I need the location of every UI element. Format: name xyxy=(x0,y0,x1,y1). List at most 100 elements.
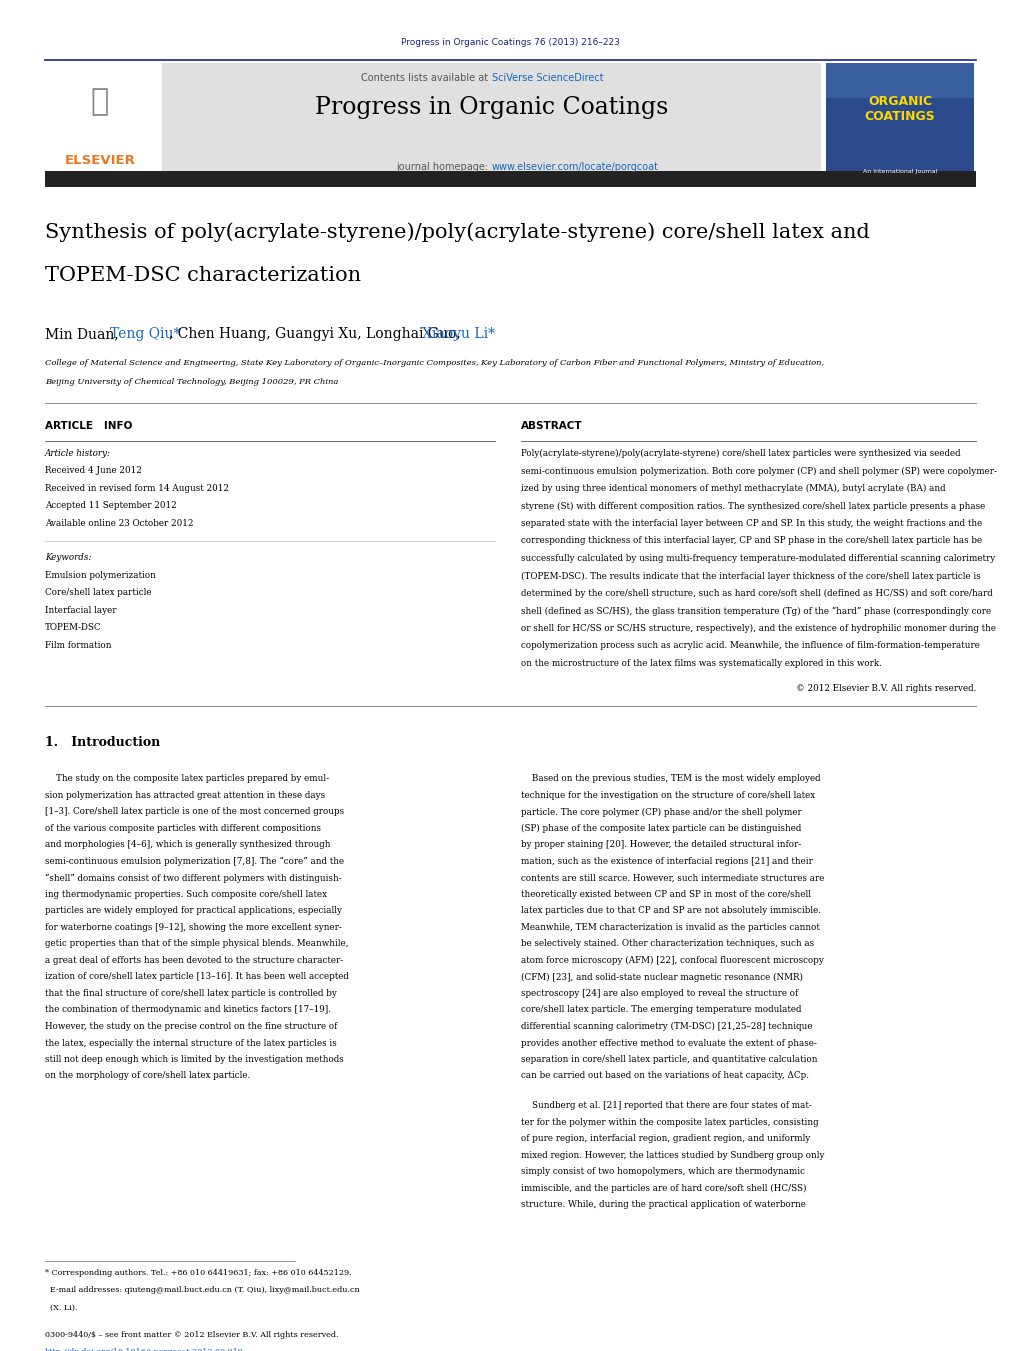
Text: Available online 23 October 2012: Available online 23 October 2012 xyxy=(45,519,194,528)
Text: still not deep enough which is limited by the investigation methods: still not deep enough which is limited b… xyxy=(45,1055,344,1065)
Text: on the morphology of core/shell latex particle.: on the morphology of core/shell latex pa… xyxy=(45,1071,250,1081)
Text: Min Duan,: Min Duan, xyxy=(45,327,124,340)
Text: (CFM) [23], and solid-state nuclear magnetic resonance (NMR): (CFM) [23], and solid-state nuclear magn… xyxy=(521,973,803,982)
Text: of the various composite particles with different compositions: of the various composite particles with … xyxy=(45,824,321,834)
Text: Emulsion polymerization: Emulsion polymerization xyxy=(45,571,156,580)
Text: and morphologies [4–6], which is generally synthesized through: and morphologies [4–6], which is general… xyxy=(45,840,331,850)
Text: semi-continuous emulsion polymerization. Both core polymer (CP) and shell polyme: semi-continuous emulsion polymerization.… xyxy=(521,466,996,476)
Text: (X. Li).: (X. Li). xyxy=(45,1304,78,1312)
Text: semi-continuous emulsion polymerization [7,8]. The “core” and the: semi-continuous emulsion polymerization … xyxy=(45,857,344,866)
Text: “shell” domains consist of two different polymers with distinguish-: “shell” domains consist of two different… xyxy=(45,874,342,882)
Text: TOPEM-DSC characterization: TOPEM-DSC characterization xyxy=(45,266,361,285)
Text: Received 4 June 2012: Received 4 June 2012 xyxy=(45,466,142,476)
Text: core/shell latex particle. The emerging temperature modulated: core/shell latex particle. The emerging … xyxy=(521,1005,801,1015)
Text: Beijing University of Chemical Technology, Beijing 100029, PR China: Beijing University of Chemical Technolog… xyxy=(45,378,338,386)
Text: Sundberg et al. [21] reported that there are four states of mat-: Sundberg et al. [21] reported that there… xyxy=(521,1101,812,1111)
Text: can be carried out based on the variations of heat capacity, ΔCp.: can be carried out based on the variatio… xyxy=(521,1071,809,1081)
Text: for waterborne coatings [9–12], showing the more excellent syner-: for waterborne coatings [9–12], showing … xyxy=(45,923,342,932)
Text: particles are widely employed for practical applications, especially: particles are widely employed for practi… xyxy=(45,907,342,916)
Text: the latex, especially the internal structure of the latex particles is: the latex, especially the internal struc… xyxy=(45,1039,337,1047)
Text: * Corresponding authors. Tel.: +86 010 64419631; fax: +86 010 64452129.: * Corresponding authors. Tel.: +86 010 6… xyxy=(45,1269,351,1277)
Text: journal homepage:: journal homepage: xyxy=(396,162,491,172)
Text: spectroscopy [24] are also employed to reveal the structure of: spectroscopy [24] are also employed to r… xyxy=(521,989,798,998)
Text: particle. The core polymer (CP) phase and/or the shell polymer: particle. The core polymer (CP) phase an… xyxy=(521,808,801,816)
Text: Meanwhile, TEM characterization is invalid as the particles cannot: Meanwhile, TEM characterization is inval… xyxy=(521,923,820,932)
Text: mation, such as the existence of interfacial regions [21] and their: mation, such as the existence of interfa… xyxy=(521,857,813,866)
Bar xyxy=(162,63,821,185)
Text: simply consist of two homopolymers, which are thermodynamic: simply consist of two homopolymers, whic… xyxy=(521,1167,805,1177)
Text: Based on the previous studies, TEM is the most widely employed: Based on the previous studies, TEM is th… xyxy=(521,774,820,784)
Text: or shell for HC/SS or SC/HS structure, respectively), and the existence of hydro: or shell for HC/SS or SC/HS structure, r… xyxy=(521,624,995,634)
Text: the combination of thermodynamic and kinetics factors [17–19].: the combination of thermodynamic and kin… xyxy=(45,1005,331,1015)
Text: , Chen Huang, Guangyi Xu, Longhai Guo,: , Chen Huang, Guangyi Xu, Longhai Guo, xyxy=(168,327,465,340)
Bar xyxy=(45,172,976,186)
Text: Progress in Organic Coatings: Progress in Organic Coatings xyxy=(314,96,668,119)
Text: differential scanning calorimetry (TM-DSC) [21,25–28] technique: differential scanning calorimetry (TM-DS… xyxy=(521,1021,813,1031)
Text: contents are still scarce. However, such intermediate structures are: contents are still scarce. However, such… xyxy=(521,874,824,882)
Text: shell (defined as SC/HS), the glass transition temperature (Tg) of the “hard” ph: shell (defined as SC/HS), the glass tran… xyxy=(521,607,990,616)
Text: TOPEM-DSC: TOPEM-DSC xyxy=(45,624,102,632)
Text: ized by using three identical monomers of methyl methacrylate (MMA), butyl acryl: ized by using three identical monomers o… xyxy=(521,484,945,493)
Text: be selectively stained. Other characterization techniques, such as: be selectively stained. Other characteri… xyxy=(521,939,814,948)
Text: ter for the polymer within the composite latex particles, consisting: ter for the polymer within the composite… xyxy=(521,1117,819,1127)
Text: Contents lists available at: Contents lists available at xyxy=(361,73,491,82)
Text: 🌳: 🌳 xyxy=(91,88,109,116)
Text: © 2012 Elsevier B.V. All rights reserved.: © 2012 Elsevier B.V. All rights reserved… xyxy=(795,685,976,693)
Text: atom force microscopy (AFM) [22], confocal fluorescent microscopy: atom force microscopy (AFM) [22], confoc… xyxy=(521,957,824,965)
Text: ing thermodynamic properties. Such composite core/shell latex: ing thermodynamic properties. Such compo… xyxy=(45,890,327,898)
Text: theoretically existed between CP and SP in most of the core/shell: theoretically existed between CP and SP … xyxy=(521,890,811,898)
Text: ELSEVIER: ELSEVIER xyxy=(64,154,136,166)
Text: copolymerization process such as acrylic acid. Meanwhile, the influence of film-: copolymerization process such as acrylic… xyxy=(521,642,979,650)
Text: successfully calculated by using multi-frequency temperature-modulated different: successfully calculated by using multi-f… xyxy=(521,554,994,563)
Text: Teng Qiu*: Teng Qiu* xyxy=(110,327,181,340)
Text: Poly(acrylate-styrene)/poly(acrylate-styrene) core/shell latex particles were sy: Poly(acrylate-styrene)/poly(acrylate-sty… xyxy=(521,449,961,458)
Text: The study on the composite latex particles prepared by emul-: The study on the composite latex particl… xyxy=(45,774,329,784)
Text: separated state with the interfacial layer between CP and SP. In this study, the: separated state with the interfacial lay… xyxy=(521,519,982,528)
Text: However, the study on the precise control on the fine structure of: However, the study on the precise contro… xyxy=(45,1021,337,1031)
Text: ORGANIC
COATINGS: ORGANIC COATINGS xyxy=(865,96,935,123)
Text: An international Journal: An international Journal xyxy=(863,169,937,173)
Text: Progress in Organic Coatings 76 (2013) 216–223: Progress in Organic Coatings 76 (2013) 2… xyxy=(401,38,620,47)
Text: provides another effective method to evaluate the extent of phase-: provides another effective method to eva… xyxy=(521,1039,817,1047)
Text: ABSTRACT: ABSTRACT xyxy=(521,422,582,431)
Bar xyxy=(826,63,974,99)
Text: Xiaoyu Li*: Xiaoyu Li* xyxy=(422,327,495,340)
Text: corresponding thickness of this interfacial layer, CP and SP phase in the core/s: corresponding thickness of this interfac… xyxy=(521,536,982,546)
Text: www.elsevier.com/locate/porgcoat: www.elsevier.com/locate/porgcoat xyxy=(491,162,659,172)
Text: 0300-9440/$ – see front matter © 2012 Elsevier B.V. All rights reserved.: 0300-9440/$ – see front matter © 2012 El… xyxy=(45,1331,339,1339)
Text: latex particles due to that CP and SP are not absolutely immiscible.: latex particles due to that CP and SP ar… xyxy=(521,907,821,916)
Text: E-mail addresses: qiuteng@mail.buct.edu.cn (T. Qiu), lixy@mail.buct.edu.cn: E-mail addresses: qiuteng@mail.buct.edu.… xyxy=(45,1286,359,1294)
Text: College of Material Science and Engineering, State Key Laboratory of Organic–Ino: College of Material Science and Engineer… xyxy=(45,359,824,367)
Text: mixed region. However, the lattices studied by Sundberg group only: mixed region. However, the lattices stud… xyxy=(521,1151,824,1159)
Text: determined by the core/shell structure, such as hard core/soft shell (defined as: determined by the core/shell structure, … xyxy=(521,589,992,598)
Text: Received in revised form 14 August 2012: Received in revised form 14 August 2012 xyxy=(45,484,229,493)
Text: Accepted 11 September 2012: Accepted 11 September 2012 xyxy=(45,501,177,511)
Text: SciVerse ScienceDirect: SciVerse ScienceDirect xyxy=(491,73,603,82)
Text: immiscible, and the particles are of hard core/soft shell (HC/SS): immiscible, and the particles are of har… xyxy=(521,1183,807,1193)
Text: of pure region, interfacial region, gradient region, and uniformly: of pure region, interfacial region, grad… xyxy=(521,1135,810,1143)
Text: on the microstructure of the latex films was systematically explored in this wor: on the microstructure of the latex films… xyxy=(521,659,881,667)
Text: Synthesis of poly(acrylate-styrene)/poly(acrylate-styrene) core/shell latex and: Synthesis of poly(acrylate-styrene)/poly… xyxy=(45,222,870,242)
Text: separation in core/shell latex particle, and quantitative calculation: separation in core/shell latex particle,… xyxy=(521,1055,817,1065)
Text: by proper staining [20]. However, the detailed structural infor-: by proper staining [20]. However, the de… xyxy=(521,840,800,850)
Text: ARTICLE   INFO: ARTICLE INFO xyxy=(45,422,133,431)
Text: structure. While, during the practical application of waterborne: structure. While, during the practical a… xyxy=(521,1200,806,1209)
Text: Core/shell latex particle: Core/shell latex particle xyxy=(45,589,151,597)
Text: that the final structure of core/shell latex particle is controlled by: that the final structure of core/shell l… xyxy=(45,989,337,998)
Text: a great deal of efforts has been devoted to the structure character-: a great deal of efforts has been devoted… xyxy=(45,957,343,965)
Text: (SP) phase of the composite latex particle can be distinguished: (SP) phase of the composite latex partic… xyxy=(521,824,801,834)
Bar xyxy=(826,63,974,185)
Text: sion polymerization has attracted great attention in these days: sion polymerization has attracted great … xyxy=(45,790,325,800)
Text: Keywords:: Keywords: xyxy=(45,554,91,562)
Text: [1–3]. Core/shell latex particle is one of the most concerned groups: [1–3]. Core/shell latex particle is one … xyxy=(45,808,344,816)
Text: ization of core/shell latex particle [13–16]. It has been well accepted: ization of core/shell latex particle [13… xyxy=(45,973,349,981)
Text: (TOPEM-DSC). The results indicate that the interfacial layer thickness of the co: (TOPEM-DSC). The results indicate that t… xyxy=(521,571,980,581)
Text: styrene (St) with different composition ratios. The synthesized core/shell latex: styrene (St) with different composition … xyxy=(521,501,985,511)
Text: http://dx.doi.org/10.1016/j.porgcoat.2012.09.019: http://dx.doi.org/10.1016/j.porgcoat.201… xyxy=(45,1348,244,1351)
Text: 1.   Introduction: 1. Introduction xyxy=(45,736,160,750)
Text: Film formation: Film formation xyxy=(45,640,111,650)
Text: getic properties than that of the simple physical blends. Meanwhile,: getic properties than that of the simple… xyxy=(45,939,348,948)
Text: Article history:: Article history: xyxy=(45,449,111,458)
Text: Interfacial layer: Interfacial layer xyxy=(45,607,116,615)
Text: technique for the investigation on the structure of core/shell latex: technique for the investigation on the s… xyxy=(521,790,815,800)
